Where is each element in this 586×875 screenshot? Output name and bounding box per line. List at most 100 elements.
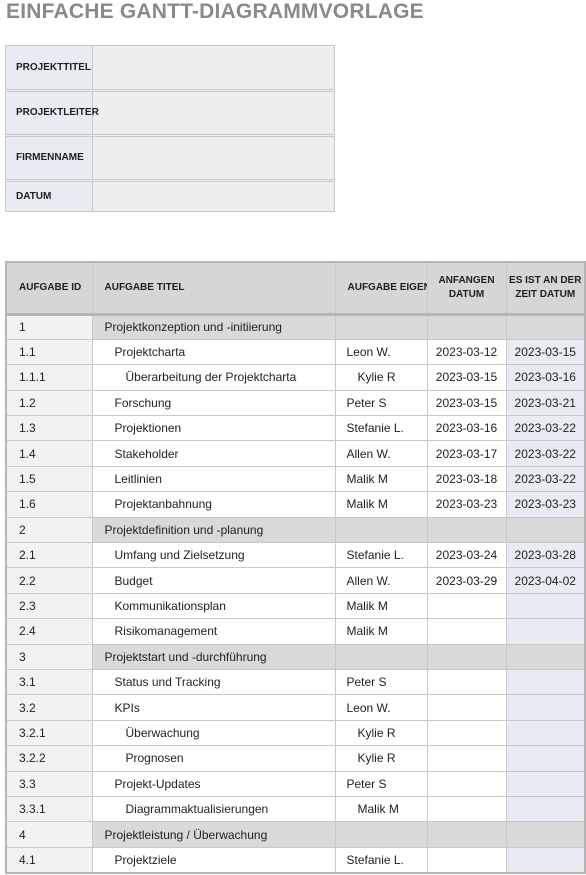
task-owner-cell[interactable]: Peter S bbox=[334, 389, 428, 417]
task-id-cell[interactable]: 1.5 bbox=[5, 465, 93, 493]
task-owner-cell[interactable]: Allen W. bbox=[334, 567, 428, 594]
task-owner-cell[interactable]: Kylie R bbox=[334, 745, 428, 772]
start-date-cell[interactable] bbox=[426, 846, 507, 874]
end-date-cell[interactable]: 2023-04-02 bbox=[505, 567, 586, 594]
task-id-cell[interactable]: 2.1 bbox=[5, 542, 93, 569]
task-id-cell[interactable]: 1.2 bbox=[5, 389, 93, 417]
task-id-cell[interactable]: 2 bbox=[5, 516, 93, 544]
task-title-cell[interactable]: Überwachung bbox=[91, 719, 336, 747]
task-id-cell[interactable]: 2.4 bbox=[5, 618, 93, 645]
start-date-cell[interactable] bbox=[426, 643, 507, 670]
start-date-cell[interactable]: 2023-03-12 bbox=[426, 338, 507, 366]
start-date-cell[interactable] bbox=[426, 668, 507, 696]
task-title-cell[interactable]: Diagrammaktualisierungen bbox=[91, 795, 336, 823]
task-id-cell[interactable]: 3 bbox=[5, 643, 93, 670]
end-date-cell[interactable] bbox=[505, 592, 586, 620]
task-title-cell[interactable]: Projektionen bbox=[91, 415, 336, 442]
end-date-cell[interactable] bbox=[505, 313, 586, 340]
task-id-cell[interactable]: 1.1 bbox=[5, 338, 93, 366]
task-title-cell[interactable]: Status und Tracking bbox=[91, 668, 336, 696]
task-owner-cell[interactable]: Malik M bbox=[334, 618, 428, 645]
task-owner-cell[interactable]: Malik M bbox=[334, 592, 428, 620]
task-id-cell[interactable]: 1.1.1 bbox=[5, 364, 93, 391]
task-title-cell[interactable]: Projektkonzeption und -initiierung bbox=[91, 313, 336, 340]
task-id-cell[interactable]: 3.2.2 bbox=[5, 745, 93, 772]
task-title-cell[interactable]: Überarbeitung der Projektcharta bbox=[91, 364, 336, 391]
start-date-cell[interactable] bbox=[426, 821, 507, 848]
end-date-cell[interactable] bbox=[505, 795, 586, 823]
end-date-cell[interactable]: 2023-03-21 bbox=[505, 389, 586, 417]
start-date-cell[interactable]: 2023-03-24 bbox=[426, 542, 507, 569]
start-date-cell[interactable] bbox=[426, 313, 507, 340]
project-title-field[interactable] bbox=[92, 45, 335, 91]
end-date-cell[interactable]: 2023-03-28 bbox=[505, 542, 586, 569]
task-title-cell[interactable]: Umfang und Zielsetzung bbox=[91, 542, 336, 569]
task-title-cell[interactable]: Forschung bbox=[91, 389, 336, 417]
task-owner-cell[interactable]: Stefanie L. bbox=[334, 542, 428, 569]
start-date-cell[interactable]: 2023-03-16 bbox=[426, 415, 507, 442]
start-date-cell[interactable] bbox=[426, 592, 507, 620]
task-title-cell[interactable]: Projektanbahnung bbox=[91, 491, 336, 518]
task-title-cell[interactable]: Projektcharta bbox=[91, 338, 336, 366]
task-id-cell[interactable]: 1.3 bbox=[5, 415, 93, 442]
task-owner-cell[interactable]: Stefanie L. bbox=[334, 846, 428, 874]
end-date-cell[interactable]: 2023-03-16 bbox=[505, 364, 586, 391]
task-owner-cell[interactable]: Peter S bbox=[334, 668, 428, 696]
task-owner-cell[interactable] bbox=[334, 643, 428, 670]
task-id-cell[interactable]: 1.6 bbox=[5, 491, 93, 518]
project-manager-field[interactable] bbox=[92, 89, 335, 136]
end-date-cell[interactable]: 2023-03-22 bbox=[505, 465, 586, 493]
start-date-cell[interactable]: 2023-03-23 bbox=[426, 491, 507, 518]
end-date-cell[interactable] bbox=[505, 770, 586, 797]
start-date-cell[interactable]: 2023-03-15 bbox=[426, 389, 507, 417]
task-id-cell[interactable]: 3.3.1 bbox=[5, 795, 93, 823]
date-field[interactable] bbox=[92, 179, 335, 212]
end-date-cell[interactable] bbox=[505, 643, 586, 670]
task-owner-cell[interactable]: Malik M bbox=[334, 491, 428, 518]
task-title-cell[interactable]: Prognosen bbox=[91, 745, 336, 772]
end-date-cell[interactable] bbox=[505, 694, 586, 721]
task-title-cell[interactable]: Budget bbox=[91, 567, 336, 594]
task-id-cell[interactable]: 3.2 bbox=[5, 694, 93, 721]
end-date-cell[interactable] bbox=[505, 668, 586, 696]
end-date-cell[interactable] bbox=[505, 821, 586, 848]
task-title-cell[interactable]: Projektziele bbox=[91, 846, 336, 874]
start-date-cell[interactable] bbox=[426, 719, 507, 747]
start-date-cell[interactable]: 2023-03-17 bbox=[426, 440, 507, 467]
task-owner-cell[interactable]: Allen W. bbox=[334, 440, 428, 467]
task-owner-cell[interactable]: Malik M bbox=[334, 465, 428, 493]
end-date-cell[interactable] bbox=[505, 719, 586, 747]
start-date-cell[interactable] bbox=[426, 795, 507, 823]
task-id-cell[interactable]: 3.3 bbox=[5, 770, 93, 797]
end-date-cell[interactable] bbox=[505, 846, 586, 874]
company-name-field[interactable] bbox=[92, 134, 335, 181]
task-id-cell[interactable]: 1.4 bbox=[5, 440, 93, 467]
task-title-cell[interactable]: Projektstart und -durchführung bbox=[91, 643, 336, 670]
task-owner-cell[interactable] bbox=[334, 821, 428, 848]
start-date-cell[interactable]: 2023-03-29 bbox=[426, 567, 507, 594]
task-owner-cell[interactable] bbox=[334, 313, 428, 340]
task-id-cell[interactable]: 3.1 bbox=[5, 668, 93, 696]
start-date-cell[interactable] bbox=[426, 516, 507, 544]
task-owner-cell[interactable]: Kylie R bbox=[334, 364, 428, 391]
task-owner-cell[interactable]: Malik M bbox=[334, 795, 428, 823]
start-date-cell[interactable] bbox=[426, 770, 507, 797]
task-owner-cell[interactable]: Peter S bbox=[334, 770, 428, 797]
task-owner-cell[interactable]: Leon W. bbox=[334, 338, 428, 366]
start-date-cell[interactable] bbox=[426, 618, 507, 645]
task-title-cell[interactable]: Projektdefinition und -planung bbox=[91, 516, 336, 544]
task-owner-cell[interactable] bbox=[334, 516, 428, 544]
task-id-cell[interactable]: 3.2.1 bbox=[5, 719, 93, 747]
task-id-cell[interactable]: 2.3 bbox=[5, 592, 93, 620]
end-date-cell[interactable]: 2023-03-15 bbox=[505, 338, 586, 366]
task-owner-cell[interactable]: Stefanie L. bbox=[334, 415, 428, 442]
end-date-cell[interactable]: 2023-03-22 bbox=[505, 440, 586, 467]
end-date-cell[interactable] bbox=[505, 516, 586, 544]
task-id-cell[interactable]: 1 bbox=[5, 313, 93, 340]
end-date-cell[interactable]: 2023-03-22 bbox=[505, 415, 586, 442]
end-date-cell[interactable] bbox=[505, 618, 586, 645]
start-date-cell[interactable]: 2023-03-18 bbox=[426, 465, 507, 493]
task-id-cell[interactable]: 4.1 bbox=[5, 846, 93, 874]
task-title-cell[interactable]: KPIs bbox=[91, 694, 336, 721]
task-owner-cell[interactable]: Leon W. bbox=[334, 694, 428, 721]
